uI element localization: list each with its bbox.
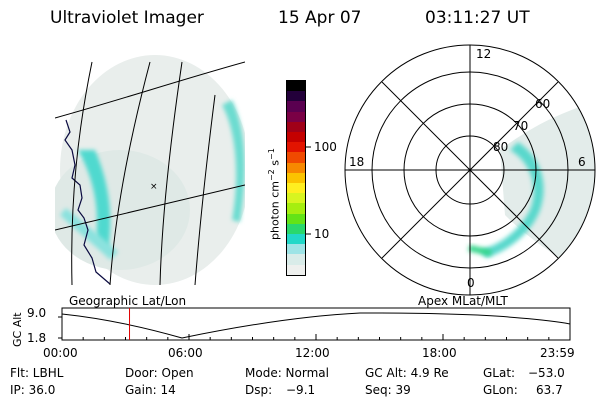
- geo-meridian-4: [194, 94, 216, 285]
- info-seq: Seq: 39: [365, 383, 411, 397]
- geo-meridian-1: [71, 61, 93, 285]
- timeline-xtick-label-1: 06:00: [168, 346, 203, 360]
- colorbar-stop: [287, 101, 305, 112]
- polar-ring-label-70: 70: [513, 119, 529, 133]
- timeline-xticks: [61, 334, 571, 340]
- timeline-xtick-label-0: 00:00: [43, 346, 78, 360]
- colorbar-stop: [287, 111, 305, 122]
- polar-label-0: 0: [467, 276, 475, 290]
- geo-coastline: [64, 119, 111, 285]
- polar-aurora-spot: [468, 245, 492, 256]
- info-ip: IP: 36.0: [10, 383, 56, 397]
- timeline-ymax: 9.0: [27, 306, 47, 320]
- timeline-xtick-label-2: 12:00: [295, 346, 330, 360]
- polar-label-6: 6: [578, 155, 586, 169]
- colorbar-stop: [287, 223, 305, 235]
- colorbar-title-sup2: −1: [267, 148, 276, 160]
- info-gc-alt: GC Alt: 4.9 Re: [365, 366, 449, 380]
- colorbar-stop: [287, 81, 305, 92]
- geo-aurora-edge: [222, 100, 245, 222]
- geo-haze: [60, 55, 245, 285]
- colorbar-title-sup1: −2: [267, 169, 276, 182]
- polar-label-18: 18: [349, 155, 365, 169]
- polar-diag-1: [381, 81, 559, 259]
- info-door: Door: Open: [125, 366, 194, 380]
- geo-aurora-band: [78, 150, 111, 250]
- colorbar-gradient: [286, 80, 306, 276]
- geo-caption: Geographic Lat/Lon: [69, 294, 187, 308]
- colorbar-stop: [287, 203, 305, 214]
- colorbar-stop: [287, 91, 305, 102]
- polar-image: [468, 100, 595, 280]
- info-dsp-value: −9.1: [286, 383, 316, 397]
- polar-ring-outer: [344, 44, 596, 296]
- geo-meridian-3: [159, 61, 183, 285]
- colorbar-stop: [287, 264, 305, 275]
- timeline-orbit-curve: [61, 312, 571, 339]
- polar-ring-label-60: 60: [535, 97, 551, 111]
- colorbar-title-main: photon cm: [268, 181, 282, 240]
- info-mode: Mode: Normal: [245, 366, 329, 380]
- geo-parallel-2: [55, 184, 245, 231]
- geo-parallel-1: [55, 61, 245, 119]
- geo-marker: ×: [150, 182, 158, 192]
- timeline-ymin: 1.8: [27, 331, 47, 345]
- timeline-frame: [61, 307, 571, 341]
- apex-caption: Apex MLat/MLT: [418, 294, 508, 308]
- info-glat-label: GLat:: [483, 366, 516, 380]
- polar-grid: [344, 44, 596, 296]
- info-glon-label: GLon:: [483, 383, 518, 397]
- time-label: 03:11:27 UT: [425, 8, 530, 28]
- polar-ring-label-80: 80: [493, 140, 509, 154]
- polar-aurora-oval: [480, 142, 544, 258]
- geo-image: [55, 55, 245, 285]
- timeline-xtick-label-3: 18:00: [422, 346, 457, 360]
- colorbar-stop: [287, 183, 305, 194]
- info-glat-value: −53.0: [528, 366, 565, 380]
- geo-meridian-2: [109, 61, 151, 285]
- colorbar-title-mid: s: [268, 160, 282, 166]
- colorbar-stop: [287, 162, 305, 173]
- polar-label-12: 12: [476, 47, 492, 61]
- info-filter: Flt: LBHL: [10, 366, 64, 380]
- info-gain: Gain: 14: [125, 383, 176, 397]
- colorbar-stop: [287, 121, 305, 133]
- date-label: 15 Apr 07: [278, 8, 362, 28]
- info-dsp-label: Dsp:: [245, 383, 273, 397]
- app-title: Ultraviolet Imager: [50, 8, 204, 28]
- info-glon-value: 63.7: [536, 383, 563, 397]
- timeline-ylabel: GC Alt: [11, 312, 24, 347]
- colorbar-tick-label-10: 10: [314, 227, 330, 241]
- colorbar-stop: [287, 172, 305, 184]
- colorbar: [286, 80, 306, 276]
- colorbar-stop: [287, 213, 305, 224]
- geo-aurora-lower: [60, 208, 118, 260]
- colorbar-tick-label-100: 100: [314, 140, 337, 154]
- colorbar-stop: [287, 254, 305, 265]
- colorbar-stop: [287, 193, 305, 204]
- colorbar-stop: [287, 244, 305, 255]
- polar-diag-2: [381, 81, 559, 259]
- colorbar-stop: [287, 142, 305, 153]
- timeline-xtick-label-4: 23:59: [540, 346, 575, 360]
- colorbar-stop: [287, 132, 305, 143]
- colorbar-title: photon cm−2 s−1: [267, 148, 282, 240]
- colorbar-stop: [287, 234, 305, 245]
- geo-haze-lower: [55, 150, 190, 270]
- colorbar-stop: [287, 152, 305, 163]
